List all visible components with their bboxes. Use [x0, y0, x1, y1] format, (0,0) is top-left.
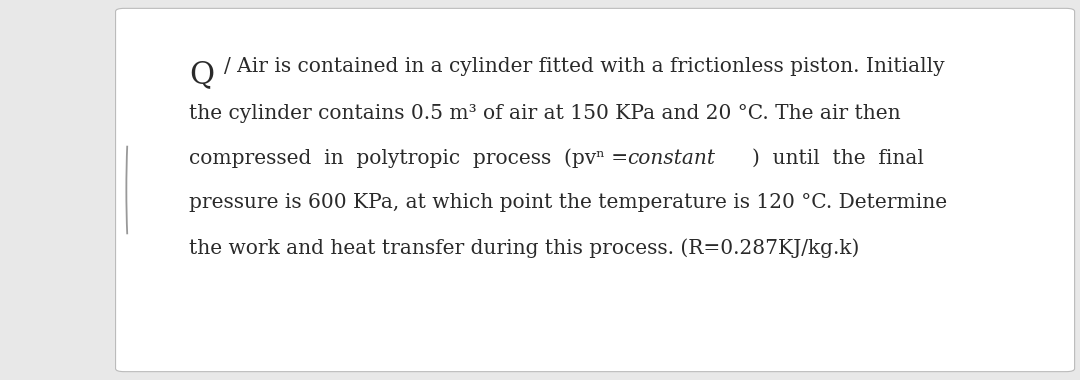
Text: Q: Q — [189, 59, 214, 90]
Text: compressed  in  polytropic  process  (pvⁿ =: compressed in polytropic process (pvⁿ = — [189, 149, 635, 168]
Text: the work and heat transfer during this process. (R=0.287KJ/kg.k): the work and heat transfer during this p… — [189, 238, 860, 258]
Text: )  until  the  final: ) until the final — [752, 149, 923, 168]
FancyBboxPatch shape — [116, 8, 1075, 372]
Text: constant: constant — [627, 149, 715, 168]
Text: pressure is 600 KPa, at which point the temperature is 120 °C. Determine: pressure is 600 KPa, at which point the … — [189, 193, 947, 212]
Text: the cylinder contains 0.5 m³ of air at 150 KPa and 20 °C. The air then: the cylinder contains 0.5 m³ of air at 1… — [189, 104, 901, 123]
Text: / Air is contained in a cylinder fitted with a frictionless piston. Initially: / Air is contained in a cylinder fitted … — [224, 57, 944, 76]
